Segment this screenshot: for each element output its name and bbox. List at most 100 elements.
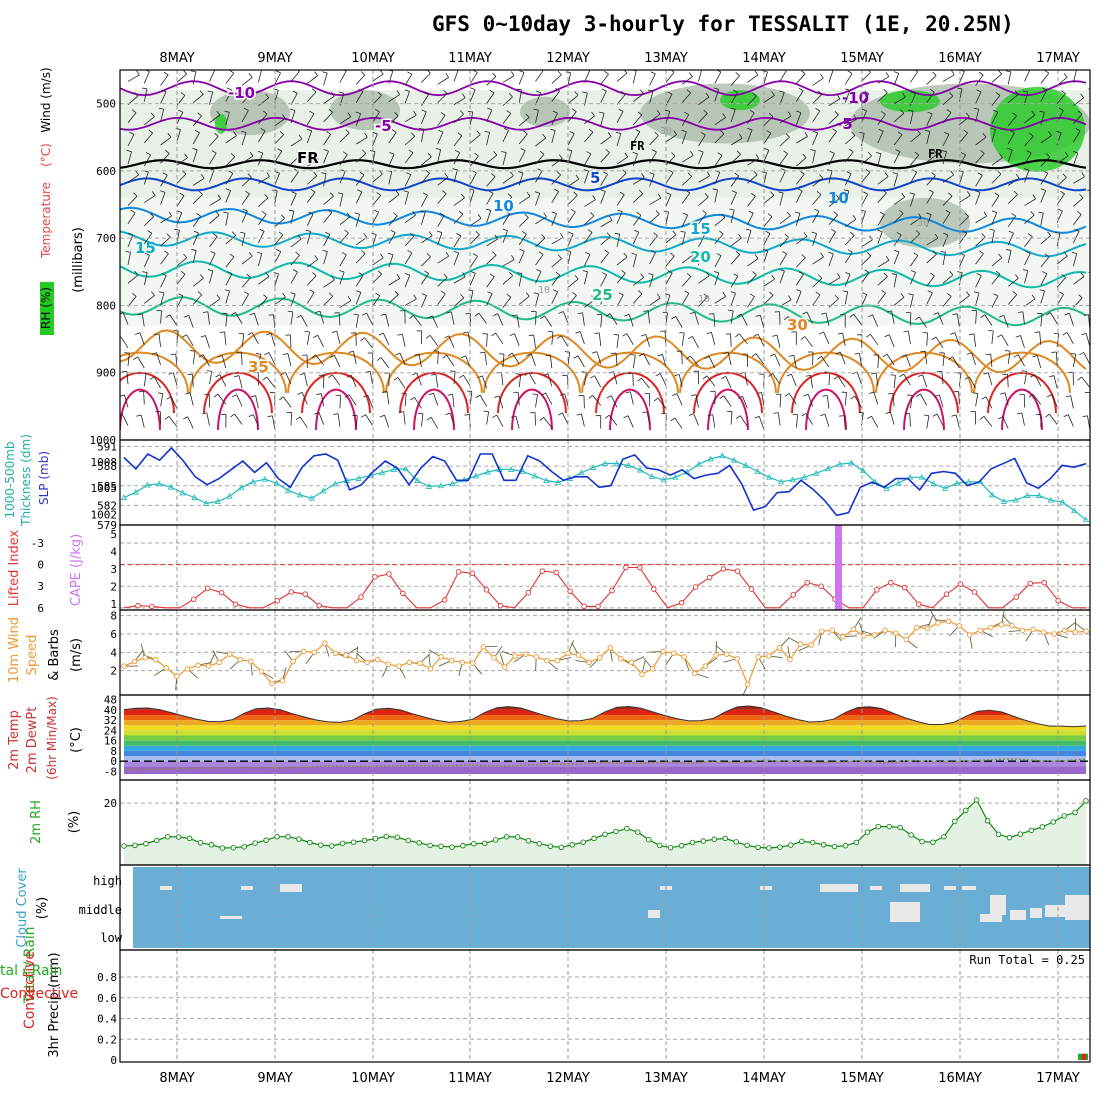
wind-barb-flag [910,270,916,273]
wind-barb [127,234,134,248]
wind-barb-flag [377,91,382,96]
wind-barb [290,154,301,165]
wind-barb-flag [376,192,381,196]
wind-barb-flag [590,212,595,217]
wind-barb-flag [833,375,839,380]
wind-barb-flag [618,108,624,112]
wind-barb-flag [653,397,659,402]
wind-barb-flag [150,112,155,117]
wind-barb-flag [1093,149,1097,152]
wind-barb-flag [837,273,841,278]
wind-barb [141,313,145,327]
wind-barb-flag [296,314,302,319]
data-point [482,840,488,847]
wind-barb [747,112,755,125]
wind-tick: 2 [110,665,117,678]
data-point [871,632,878,638]
wind-barb-flag [247,173,252,178]
wind-barb [176,273,186,285]
data-point [383,833,390,840]
wind-barb [336,331,341,344]
wind-barb [681,293,690,305]
wind-barb [404,136,416,146]
wind-barb-flag [454,68,459,70]
wind-barb [486,333,488,347]
wind-barb [225,290,230,304]
wind-barb-flag [233,131,237,136]
wind-barb-flag [257,151,263,154]
wind-barb-flag [487,291,493,295]
data-point [492,837,499,843]
wind-barb-flag [378,332,384,336]
wind-barb-flag [752,271,757,276]
wind-barb-flag [1040,188,1046,191]
wind-barb [364,337,373,349]
wind-barb [498,395,504,409]
wind-barb-flag [656,293,661,299]
wind-barb-flag [380,313,386,316]
wind-barb-flag [1031,110,1036,116]
wind-barb-flag [492,72,497,77]
wind-barb [676,393,683,406]
data-point [692,670,698,677]
thickness-unit-label: Thickness (dm) [19,434,33,527]
wind-barb-flag [735,250,741,255]
wind-barb [984,314,993,326]
wind-barb [225,256,235,268]
wind-barb-flag [754,415,760,419]
wind-barb-flag [477,214,482,219]
wind-barb-flag [242,208,248,212]
isotherm-line [120,177,1087,192]
li-tick: 3 [37,580,44,593]
date-label-top: 10MAY [351,51,395,66]
wind-barb-flag [266,172,270,177]
wind-barb [584,170,590,184]
wind-barb-flag [196,212,201,217]
wind-barb [600,236,611,246]
wind-barb [893,375,896,389]
wind-barb-flag [604,70,609,75]
wind-barb-flag [670,252,675,257]
wind-barb-flag [424,270,429,274]
data-point [536,840,543,847]
wind-barb-flag [232,231,237,236]
wind-barb-flag [516,88,522,91]
wind-barb [1067,414,1074,427]
wind-barb-flag [834,294,839,300]
wind-barb-flag [391,129,397,133]
wind-barb [776,335,781,348]
wind-barb [681,214,689,227]
wind-barb-flag [822,395,828,397]
wind-barb-flag [311,88,317,93]
wind-barb-flag [886,310,892,313]
wind-barb-flag [341,252,347,256]
data-point [908,832,914,838]
wind-barb [959,216,969,227]
cloud-cell [870,886,882,890]
wind-barb [787,316,797,327]
wind-barb [877,214,885,226]
wind-barb-flag [1015,335,1021,338]
wind-barb [551,174,561,185]
wind-barb-flag [256,251,262,254]
wind-barb-flag [599,290,605,293]
wind-barb [633,193,644,203]
temp-band [124,720,1086,726]
wind-barb [698,275,710,284]
cloud-cell [1030,908,1042,918]
wind-barb-flag [442,354,447,359]
wind-barb [713,313,716,327]
data-point [449,480,456,487]
wind-barb-flag [665,293,671,296]
wind-barb-flag [266,332,272,336]
wind-barb-flag [767,213,773,218]
wind-barb [564,393,569,407]
data-point [204,585,211,592]
wind-barb-flag [983,211,988,217]
wind-barb-flag [871,372,877,375]
wind-barb-flag [219,331,225,333]
wind-barb-flag [640,334,646,337]
rh-area [124,800,1086,865]
wind-barb-flag [1034,331,1040,333]
data-point [471,840,477,847]
